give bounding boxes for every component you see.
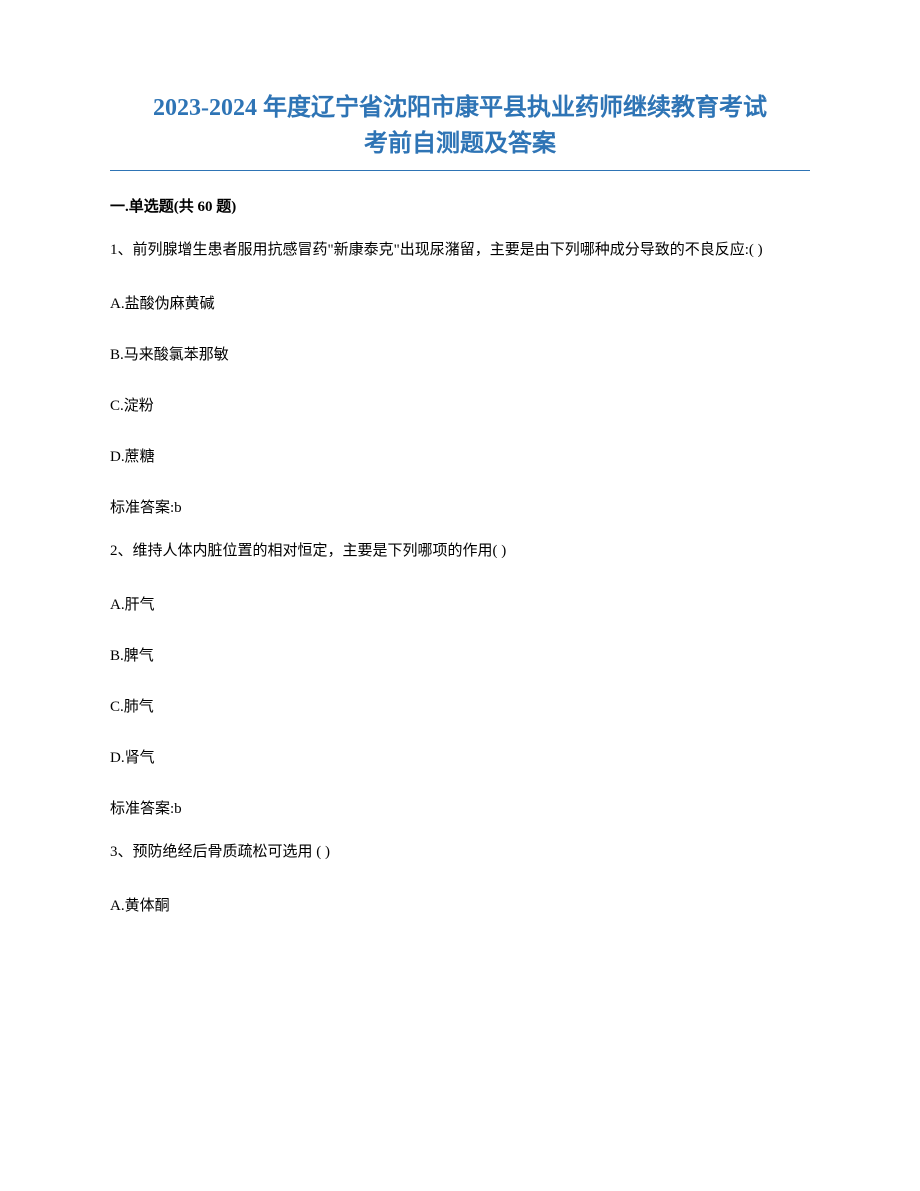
title-underline xyxy=(110,170,810,171)
question-1: 1、前列腺增生患者服用抗感冒药"新康泰克"出现尿潴留，主要是由下列哪种成分导致的… xyxy=(110,238,810,517)
question-2-text: 2、维持人体内脏位置的相对恒定，主要是下列哪项的作用( ) xyxy=(110,539,810,563)
question-2-option-b: B.脾气 xyxy=(110,644,810,665)
question-3-text: 3、预防绝经后骨质疏松可选用 ( ) xyxy=(110,840,810,864)
main-title-line2: 考前自测题及答案 xyxy=(110,126,810,162)
question-3: 3、预防绝经后骨质疏松可选用 ( ) A.黄体酮 xyxy=(110,840,810,915)
question-2-option-c: C.肺气 xyxy=(110,695,810,716)
question-2-answer: 标准答案:b xyxy=(110,797,810,818)
title-container: 2023-2024 年度辽宁省沈阳市康平县执业药师继续教育考试 考前自测题及答案 xyxy=(110,90,810,162)
question-3-option-a: A.黄体酮 xyxy=(110,894,810,915)
question-1-option-a: A.盐酸伪麻黄碱 xyxy=(110,292,810,313)
question-1-option-b: B.马来酸氯苯那敏 xyxy=(110,343,810,364)
question-2: 2、维持人体内脏位置的相对恒定，主要是下列哪项的作用( ) A.肝气 B.脾气 … xyxy=(110,539,810,818)
section-header: 一.单选题(共 60 题) xyxy=(110,195,810,216)
question-1-answer: 标准答案:b xyxy=(110,496,810,517)
question-2-option-a: A.肝气 xyxy=(110,593,810,614)
question-1-option-d: D.蔗糖 xyxy=(110,445,810,466)
main-title-line1: 2023-2024 年度辽宁省沈阳市康平县执业药师继续教育考试 xyxy=(110,90,810,126)
question-2-option-d: D.肾气 xyxy=(110,746,810,767)
question-1-option-c: C.淀粉 xyxy=(110,394,810,415)
question-1-text: 1、前列腺增生患者服用抗感冒药"新康泰克"出现尿潴留，主要是由下列哪种成分导致的… xyxy=(110,238,810,262)
